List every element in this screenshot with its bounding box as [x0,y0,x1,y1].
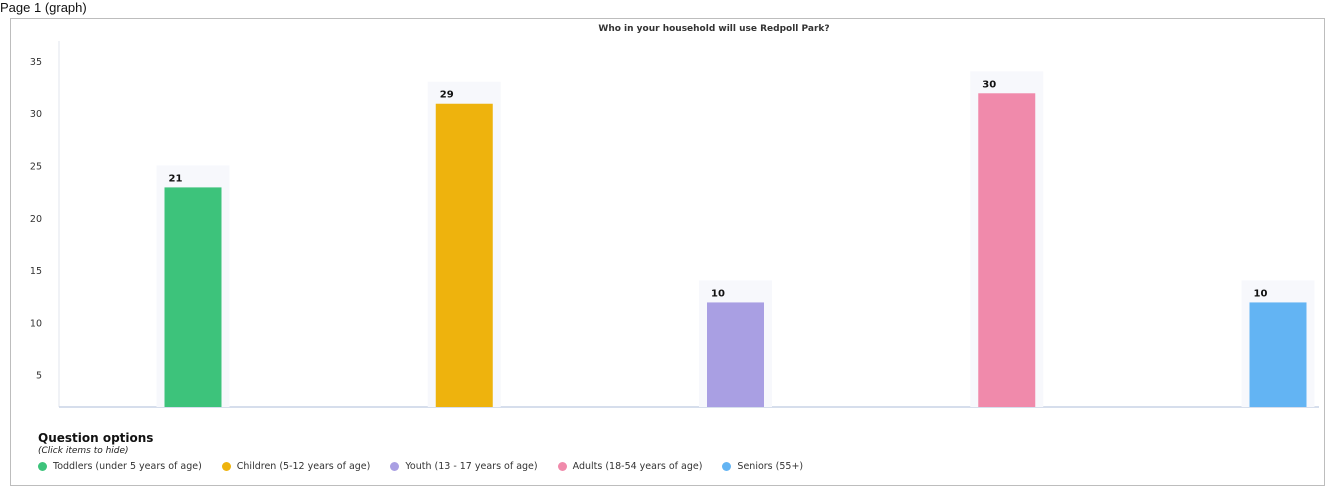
y-tick-label: 5 [36,371,42,382]
y-tick-label: 10 [30,318,42,329]
y-tick-label: 35 [30,57,42,68]
legend-item[interactable]: Youth (13 - 17 years of age) [390,461,538,472]
legend-dot-icon [722,462,732,471]
legend-item-label: Adults (18-54 years of age) [572,461,703,472]
bar[interactable] [707,302,764,407]
bar-value-label: 10 [711,288,725,299]
legend-item[interactable]: Children (5-12 years of age) [221,461,371,472]
legend-dot-icon [38,462,47,471]
bar-value-label: 29 [440,90,454,101]
legend-dot-icon [221,462,231,471]
legend: Question options (Click items to hide) T… [38,431,803,472]
chart-axes: 5 10 15 20 25 30 35 [30,41,1319,408]
y-tick-label: 15 [30,266,42,277]
y-tick-label: 25 [30,161,42,172]
legend-item[interactable]: Adults (18-54 years of age) [557,461,703,472]
legend-item-label: Children (5-12 years of age) [236,461,371,472]
y-tick-label: 20 [30,214,42,225]
chart-panel: Who in your household will use Redpoll P… [10,18,1325,486]
legend-item-label: Seniors (55+) [737,461,804,472]
bar[interactable] [1249,302,1307,407]
chart-title: Who in your household will use Redpoll P… [598,24,829,34]
legend-title: Question options [38,431,154,445]
page-label: Page 1 (graph) [0,0,87,15]
bar[interactable] [978,93,1036,408]
legend-item[interactable]: Seniors (55+) [722,461,803,472]
bar[interactable] [435,103,493,407]
legend-items: Toddlers (under 5 years of age) Children … [38,461,803,472]
bar-chart: Who in your household will use Redpoll P… [30,24,1319,408]
chart-bars: 21 29 10 30 10 [156,71,1315,408]
bar-value-label: 10 [1254,288,1268,299]
legend-item-label: Toddlers (under 5 years of age) [53,461,202,472]
bar-value-label: 30 [982,79,996,90]
bar-value-label: 21 [169,173,183,184]
legend-dot-icon [390,462,400,471]
legend-item-label: Youth (13 - 17 years of age) [405,461,538,472]
bar[interactable] [164,187,222,407]
legend-hint: (Click items to hide) [38,446,129,456]
y-tick-label: 30 [30,109,42,120]
legend-item[interactable]: Toddlers (under 5 years of age) [38,461,202,472]
legend-dot-icon [557,462,567,471]
